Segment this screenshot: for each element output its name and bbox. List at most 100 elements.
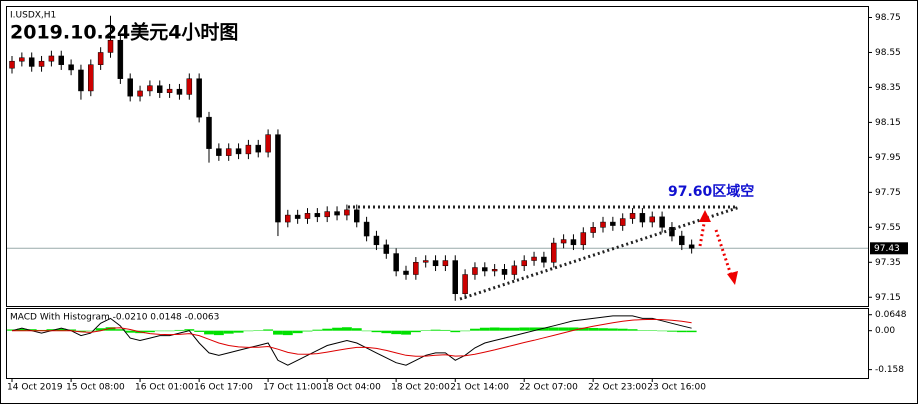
candle-body bbox=[97, 52, 104, 65]
last-price-label: 97.43 bbox=[874, 244, 900, 254]
y-tick-label: 97.15 bbox=[875, 293, 901, 303]
histogram-bar bbox=[539, 327, 549, 331]
histogram-bar bbox=[568, 327, 579, 331]
candle-body bbox=[196, 78, 202, 118]
histogram-bar bbox=[76, 330, 86, 332]
candle-body bbox=[639, 213, 646, 223]
candle-body bbox=[600, 221, 606, 228]
candle-body bbox=[501, 269, 508, 275]
candle-body bbox=[235, 148, 242, 155]
y-tick-label: 97.35 bbox=[875, 258, 901, 268]
candle-body bbox=[19, 57, 25, 62]
candle-body bbox=[462, 274, 468, 295]
candle-body bbox=[491, 269, 498, 272]
histogram-bar bbox=[617, 328, 628, 331]
annotation: 97.60区域空 bbox=[668, 183, 754, 200]
histogram-bar bbox=[56, 328, 67, 331]
candle-body bbox=[157, 85, 163, 93]
candle-body bbox=[48, 55, 55, 62]
histogram-bar bbox=[66, 329, 77, 331]
chart-title: 2019.10.24美元4小时图 bbox=[10, 21, 238, 44]
candle-body bbox=[176, 88, 183, 95]
candle-body bbox=[354, 209, 360, 223]
histogram-bar bbox=[204, 330, 214, 335]
histogram-bar bbox=[489, 327, 500, 331]
histogram-bar bbox=[558, 327, 569, 331]
candle-body bbox=[521, 260, 527, 267]
plot: 98.75 98.55 98.35 98.15 97.95 97.75 97.55 97.35… bbox=[7, 13, 908, 393]
histogram-bar bbox=[470, 328, 480, 331]
histogram-bar bbox=[263, 329, 274, 331]
arrow-head bbox=[727, 271, 738, 285]
histogram-bar bbox=[213, 330, 224, 336]
histogram-bar bbox=[351, 328, 362, 331]
histogram-bar bbox=[16, 328, 27, 331]
candle-body bbox=[78, 69, 84, 92]
x-tick-label: 16 Oct 01:00 bbox=[135, 383, 194, 393]
histogram-bar bbox=[115, 329, 126, 331]
candle-body bbox=[560, 239, 567, 244]
histogram-bar bbox=[647, 330, 658, 331]
candle-body bbox=[679, 235, 685, 246]
y-tick-label: 98.55 bbox=[875, 48, 901, 58]
histogram-bar bbox=[361, 330, 372, 332]
candle-body bbox=[216, 148, 222, 156]
candle-body bbox=[570, 239, 577, 246]
histogram-bar bbox=[154, 330, 165, 332]
candle-body bbox=[38, 60, 45, 67]
candle-body bbox=[619, 218, 626, 226]
x-tick-label: 17 Oct 11:00 bbox=[263, 383, 322, 393]
candle-body bbox=[28, 57, 35, 67]
histogram-bar bbox=[223, 330, 234, 334]
price-panel bbox=[6, 6, 869, 307]
candle-body bbox=[422, 260, 429, 263]
macd-line bbox=[11, 315, 692, 366]
x-tick-label: 18 Oct 20:00 bbox=[391, 383, 450, 393]
histogram-bar bbox=[391, 330, 402, 335]
candle-body bbox=[206, 116, 212, 149]
histogram-bar bbox=[676, 330, 687, 333]
histogram-bar bbox=[243, 330, 254, 332]
histogram-bar bbox=[578, 327, 589, 331]
candle-body bbox=[147, 85, 153, 92]
candle-body bbox=[688, 244, 695, 249]
histogram-bar bbox=[273, 330, 283, 335]
histogram-bar bbox=[440, 329, 451, 331]
histogram-bar bbox=[627, 329, 638, 331]
y-tick-label: -0.158 bbox=[875, 365, 904, 375]
x-tick-label: 18 Oct 04:00 bbox=[322, 383, 381, 393]
y-tick-label: 0.0648 bbox=[875, 310, 907, 320]
histogram-bar bbox=[450, 330, 461, 333]
histogram-bar bbox=[332, 327, 342, 331]
histogram-bar bbox=[401, 330, 411, 335]
candle-body bbox=[511, 265, 518, 275]
histogram-bar bbox=[598, 328, 608, 331]
candle-body bbox=[137, 90, 143, 97]
candle-body bbox=[88, 64, 94, 92]
histogram-bar bbox=[302, 330, 313, 332]
histogram-bar bbox=[410, 330, 421, 333]
histogram-bar bbox=[46, 329, 57, 331]
candle-body bbox=[314, 213, 321, 218]
macd-title: MACD With Histogram -0.0210 0.0148 -0.00… bbox=[10, 313, 219, 323]
candle-body bbox=[659, 216, 665, 228]
candle-body bbox=[649, 216, 655, 223]
candle-body bbox=[432, 260, 439, 267]
candle-body bbox=[393, 253, 399, 272]
histogram-bar bbox=[371, 330, 382, 333]
candle-body bbox=[452, 260, 458, 295]
candle-body bbox=[482, 267, 488, 272]
candle-body bbox=[383, 244, 390, 254]
histogram-bar bbox=[253, 330, 264, 331]
x-tick-label: 22 Oct 07:00 bbox=[519, 383, 578, 393]
histogram-bar bbox=[657, 330, 668, 332]
candle-body bbox=[334, 211, 340, 216]
histogram-bar bbox=[184, 329, 195, 331]
candle-body bbox=[117, 39, 124, 79]
x-tick-label: 23 Oct 16:00 bbox=[647, 383, 706, 393]
candle-body bbox=[629, 213, 636, 219]
histogram-bar bbox=[509, 327, 520, 331]
candle-body bbox=[294, 214, 301, 219]
histogram-bar bbox=[519, 327, 530, 331]
